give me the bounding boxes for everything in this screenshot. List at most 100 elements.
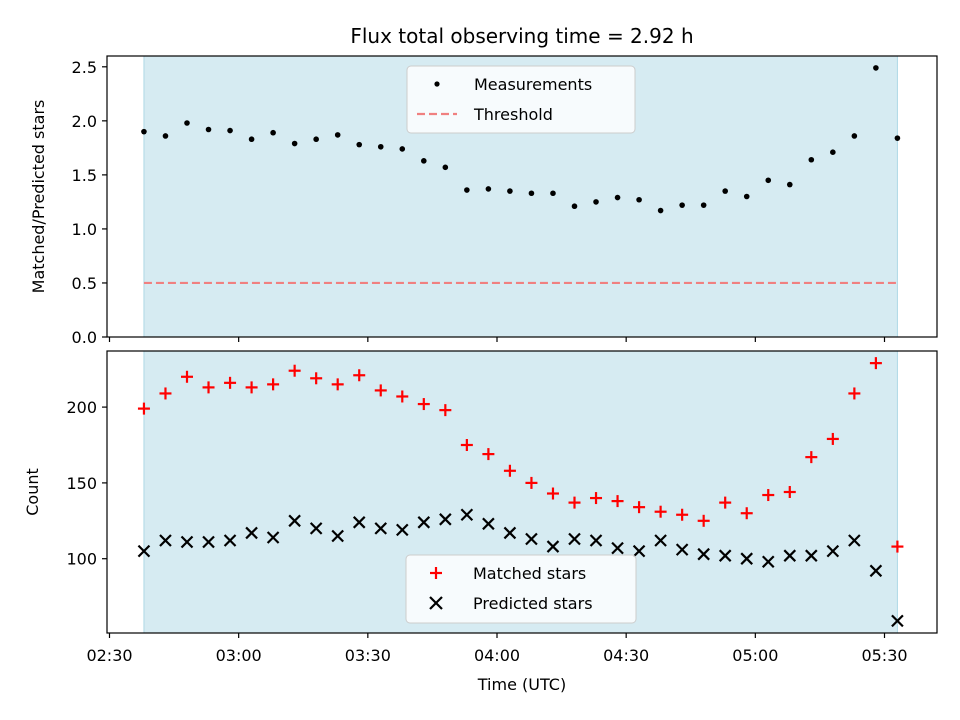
bottom-legend: Matched stars Predicted stars <box>405 554 637 624</box>
matched-star-point <box>267 378 280 391</box>
measurement-point <box>141 128 147 135</box>
predicted-star-point <box>740 552 754 565</box>
predicted-star-point <box>137 544 151 558</box>
bottom-axes-frame <box>106 350 938 634</box>
top-y-tick-label: 2.5 <box>72 58 97 77</box>
predicted-star-point <box>632 544 646 558</box>
legend-measurements-marker <box>434 81 440 87</box>
matched-star-point <box>202 381 215 394</box>
matched-star-point <box>525 476 538 489</box>
bottom-x-tick-label: 04:00 <box>474 646 520 665</box>
measurement-point <box>399 146 406 152</box>
measurement-point <box>464 187 470 193</box>
measurement-point <box>528 190 535 197</box>
legend-measurements-label: Measurements <box>474 75 592 94</box>
matched-star-point <box>331 378 344 391</box>
predicted-star-point <box>546 540 560 553</box>
measurement-point <box>614 194 621 201</box>
predicted-star-point <box>718 549 732 562</box>
bottom-y-axis: 100 150 200 <box>66 398 107 569</box>
matched-star-point <box>611 495 624 508</box>
measurement-point <box>442 164 449 171</box>
top-axes-frame <box>106 55 938 338</box>
matched-stars-points <box>137 357 904 553</box>
bottom-y-tick-label: 100 <box>66 550 97 569</box>
legend-matched-marker <box>430 567 442 579</box>
matched-star-point <box>374 384 387 397</box>
measurement-point <box>291 140 298 147</box>
measurement-point <box>894 135 901 141</box>
measurement-point <box>356 141 363 148</box>
top-legend: Measurements Threshold <box>406 65 636 134</box>
bottom-x-tick-label: 02:30 <box>86 646 132 665</box>
matched-star-point <box>590 492 603 505</box>
top-y-tick-label: 2.0 <box>72 112 97 131</box>
bottom-x-tick-label: 03:00 <box>216 646 262 665</box>
measurement-points <box>141 65 901 214</box>
predicted-star-point <box>180 535 194 549</box>
matched-star-point <box>288 364 301 377</box>
bottom-x-tick-label: 04:30 <box>603 646 649 665</box>
measurement-point <box>507 188 513 194</box>
predicted-star-point <box>697 547 710 561</box>
top-y-axis-label: Matched/Predicted stars <box>29 100 48 294</box>
matched-star-point <box>460 439 473 451</box>
measurement-point <box>248 136 255 143</box>
predicted-star-point <box>848 534 861 547</box>
predicted-star-point <box>482 517 495 531</box>
bottom-y-tick-label: 200 <box>66 398 97 417</box>
matched-star-point <box>568 496 581 509</box>
legend-matched-label: Matched stars <box>473 564 586 583</box>
predicted-star-point <box>245 526 258 540</box>
predicted-star-point <box>288 514 301 528</box>
matched-star-point <box>159 387 172 400</box>
measurement-point <box>657 207 664 214</box>
bottom-panel: 100 150 200 02:30 03:00 03:30 04:00 04:30 05:00… <box>23 350 938 694</box>
measurement-point <box>421 158 427 164</box>
predicted-star-point <box>439 513 452 526</box>
matched-star-point <box>482 448 495 461</box>
predicted-star-point <box>611 541 624 555</box>
measurement-point <box>679 202 685 208</box>
matched-star-point <box>826 432 839 445</box>
measurement-point <box>313 136 319 143</box>
measurement-point <box>184 120 190 126</box>
bottom-x-tick-label: 05:30 <box>861 646 907 665</box>
predicted-star-point <box>202 535 215 549</box>
top-y-tick-label: 0.5 <box>72 274 97 293</box>
top-x-axis <box>108 337 886 342</box>
legend-threshold-label: Threshold <box>473 105 553 124</box>
predicted-star-point <box>805 549 818 562</box>
matched-star-point <box>783 486 796 498</box>
matched-star-point <box>633 501 646 514</box>
bottom-x-tick-label: 03:30 <box>345 646 391 665</box>
matched-star-point <box>762 489 775 502</box>
bottom-x-tick-label: 05:00 <box>732 646 778 665</box>
measurement-point <box>593 199 599 205</box>
measurement-point <box>205 126 212 133</box>
predicted-star-point <box>503 526 517 540</box>
measurement-point <box>162 133 169 139</box>
predicted-star-point <box>891 614 904 628</box>
matched-star-point <box>891 540 904 553</box>
predicted-star-point <box>826 544 840 558</box>
predicted-star-point <box>395 523 409 537</box>
top-legend-box <box>406 65 636 134</box>
predicted-star-point <box>460 508 474 522</box>
matched-star-point <box>740 507 753 520</box>
matched-star-point <box>310 372 323 385</box>
top-y-axis: 0.0 0.5 1.0 1.5 2.0 2.5 <box>72 58 107 347</box>
legend-predicted-label: Predicted stars <box>473 594 593 613</box>
predicted-stars-points <box>137 508 904 628</box>
measurement-point <box>334 132 341 138</box>
matched-star-point <box>353 369 366 382</box>
measurement-point <box>722 188 728 194</box>
matched-star-point <box>137 402 150 415</box>
predicted-star-point <box>675 543 689 556</box>
matched-star-point <box>869 357 882 370</box>
bottom-y-tick-label: 150 <box>66 474 97 493</box>
measurement-point <box>227 127 233 134</box>
matched-star-point <box>654 505 667 518</box>
measurement-point <box>786 181 793 188</box>
